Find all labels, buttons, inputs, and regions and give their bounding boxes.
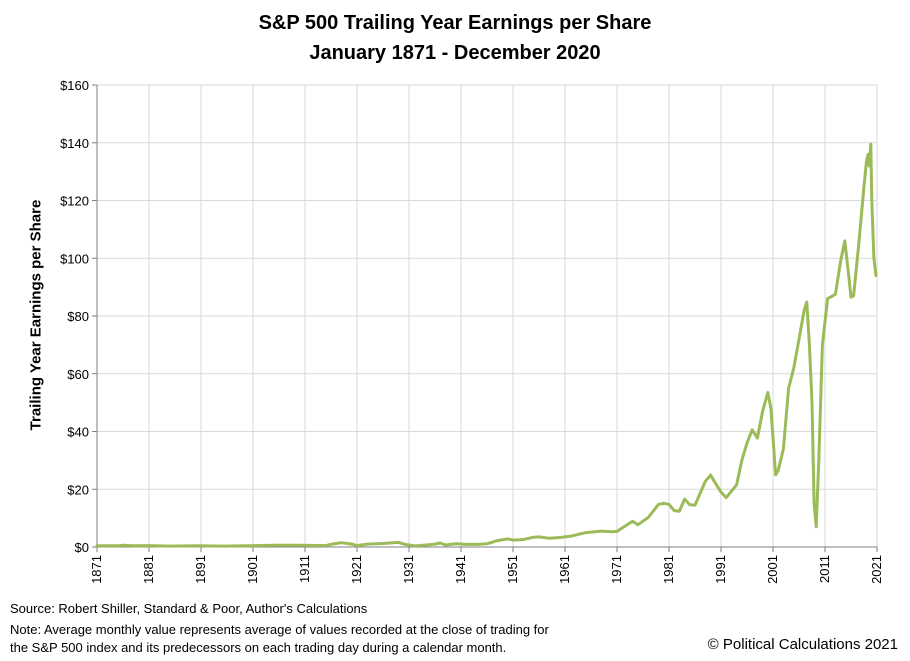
x-tick-label: 1871 bbox=[89, 555, 104, 584]
y-tick-label: $160 bbox=[60, 78, 89, 93]
x-tick-label: 1921 bbox=[349, 555, 364, 584]
x-tick-label: 1981 bbox=[661, 555, 676, 584]
y-tick-label: $0 bbox=[75, 540, 89, 555]
x-tick-label: 1961 bbox=[557, 555, 572, 584]
source-note: Source: Robert Shiller, Standard & Poor,… bbox=[10, 601, 368, 616]
x-tick-label: 2011 bbox=[817, 555, 832, 583]
y-tick-label: $100 bbox=[60, 251, 89, 266]
y-tick-label: $20 bbox=[67, 482, 89, 497]
y-tick-label: $60 bbox=[67, 367, 89, 382]
chart-subtitle: January 1871 - December 2020 bbox=[309, 42, 601, 64]
x-tick-label: 1891 bbox=[193, 555, 208, 584]
line-chart: 1871 1881 1891 1901 1911 1921 1931 1941 1951 1961… bbox=[60, 78, 884, 584]
x-tick-label: 2001 bbox=[765, 555, 780, 584]
copyright-notice: © Political Calculations 2021 bbox=[707, 636, 898, 653]
y-tick-label: $40 bbox=[67, 425, 89, 440]
y-tick-label: $80 bbox=[67, 309, 89, 324]
x-tick-label: 1911 bbox=[297, 555, 312, 583]
y-tick-label: $120 bbox=[60, 194, 89, 209]
methodology-note-line-2: the S&P 500 index and its predecessors o… bbox=[10, 640, 507, 655]
x-tick-label: 1881 bbox=[141, 555, 156, 584]
x-tick-label: 1951 bbox=[505, 555, 520, 584]
x-tick-label: 1991 bbox=[713, 555, 728, 584]
x-tick-label: 1971 bbox=[609, 555, 624, 584]
x-tick-label: 2021 bbox=[869, 555, 884, 584]
y-tick-label: $140 bbox=[60, 136, 89, 151]
x-tick-label: 1931 bbox=[401, 555, 416, 584]
series-line-eps bbox=[95, 142, 878, 548]
methodology-note-line-1: Note: Average monthly value represents a… bbox=[10, 622, 549, 637]
x-tick-label: 1941 bbox=[453, 555, 468, 584]
x-tick-label: 1901 bbox=[245, 555, 260, 584]
chart-title: S&P 500 Trailing Year Earnings per Share bbox=[258, 12, 652, 34]
